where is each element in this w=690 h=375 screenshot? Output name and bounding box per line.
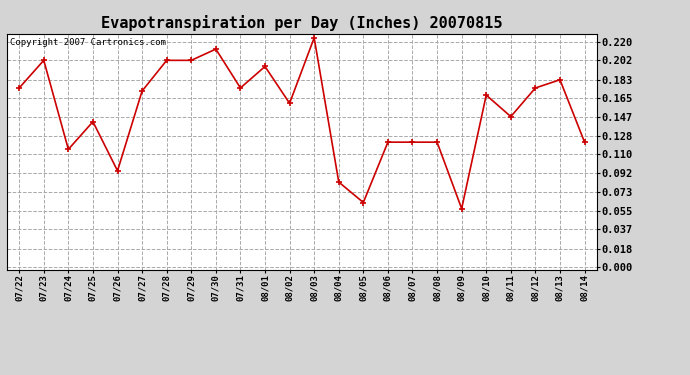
Text: Copyright 2007 Cartronics.com: Copyright 2007 Cartronics.com	[10, 39, 166, 48]
Title: Evapotranspiration per Day (Inches) 20070815: Evapotranspiration per Day (Inches) 2007…	[101, 15, 502, 31]
